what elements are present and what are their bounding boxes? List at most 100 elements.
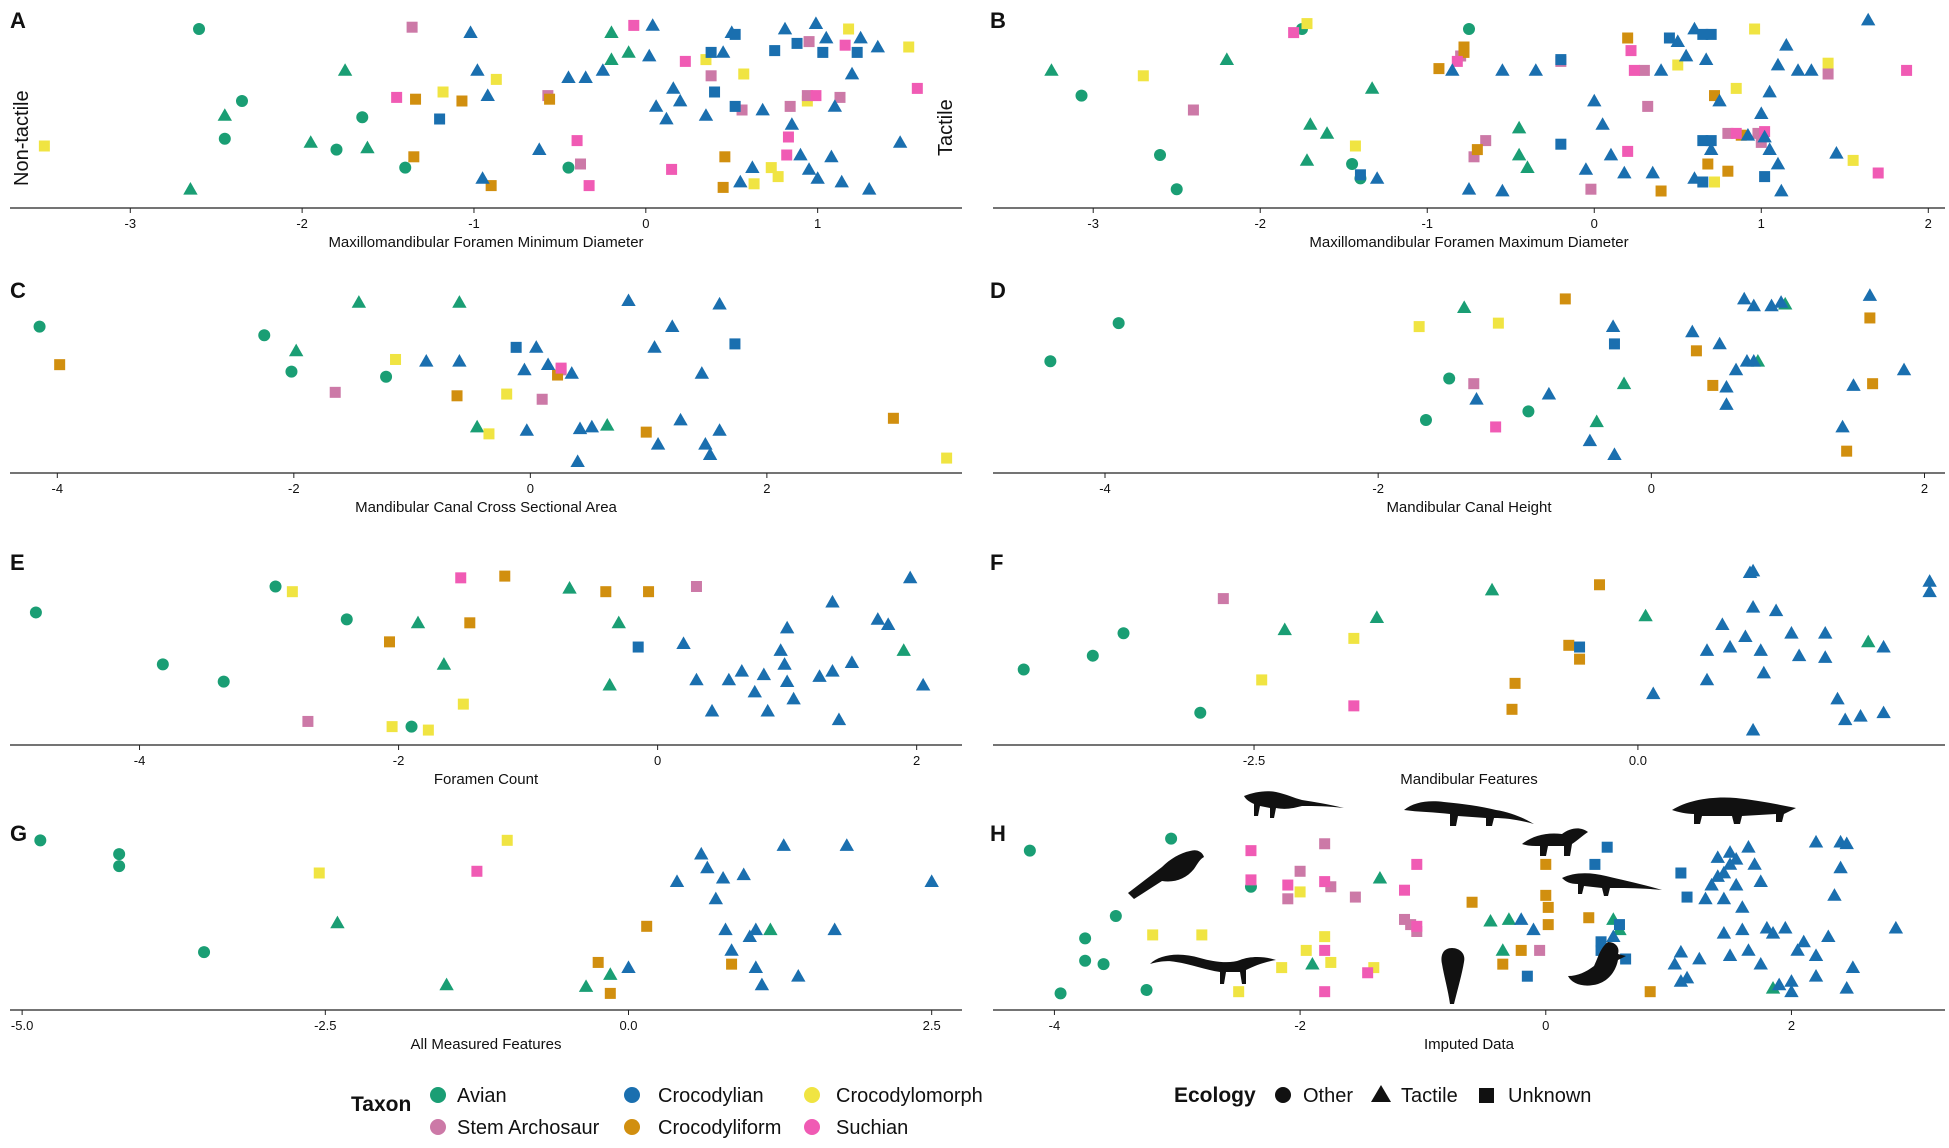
data-point [578,979,594,992]
data-point [1620,953,1632,965]
data-point [1730,82,1742,94]
panel-b: B -3 -2 -1 0 1 2 Maxillomandibular Foramen Maxi… [990,8,1945,251]
data-point [217,108,233,121]
data-point [791,37,803,49]
data-point [870,612,886,625]
data-point [1655,185,1667,197]
data-point [777,657,792,670]
data-point [924,874,939,887]
data-point [340,613,353,626]
data-point [825,664,840,677]
data-point [1722,127,1734,139]
data-point [1495,943,1510,956]
data-point [1839,981,1854,994]
legend-taxon-label: Suchian [836,1117,908,1139]
x-tick-label: 0 [1542,1018,1549,1033]
data-point [784,100,796,112]
data-point [1784,984,1799,998]
data-point [1299,153,1315,166]
data-point [672,93,688,107]
data-point [1608,338,1620,350]
panel-h: H -4 -2 0 2 Imputed Data [990,821,1945,1053]
data-point [698,108,714,121]
data-point [831,712,847,726]
data-point [773,643,788,656]
data-point [689,672,704,686]
data-point [647,340,662,353]
data-point [801,162,817,175]
data-point [113,860,126,873]
data-point [1245,845,1257,857]
data-point [1117,627,1130,640]
data-point [793,147,808,161]
data-point [1846,378,1861,391]
data-point [819,30,834,44]
data-point [1468,151,1480,163]
data-point [1833,860,1848,874]
data-point [1722,845,1738,858]
data-point [1501,912,1517,925]
data-point [853,30,868,44]
x-tick-label: -2 [288,481,300,496]
data-point [1405,919,1417,931]
data-point [1528,63,1544,76]
data-point [437,86,449,98]
data-point [1773,295,1789,308]
data-point [1411,858,1423,870]
data-point [640,426,652,438]
legend-ecology-label: Tactile [1401,1085,1458,1107]
panel-letter: H [990,821,1006,846]
data-point [1559,293,1571,305]
data-point [1079,954,1092,967]
data-point [734,664,750,677]
data-point [1818,650,1833,663]
data-point [1585,183,1597,195]
data-point [313,867,325,879]
panel-d: D -4 -2 0 2 Mandibular Canal Height [990,278,1945,516]
data-point [330,143,343,156]
data-point [604,25,619,38]
data-point [562,581,577,594]
data-point [595,63,611,76]
data-point [1369,171,1385,184]
data-point [1702,158,1714,170]
data-point [578,70,593,83]
data-point [1349,891,1361,903]
data-point [729,100,741,112]
data-point [1738,629,1753,643]
data-point [38,140,50,152]
data-point [1613,919,1625,931]
data-point [1707,379,1719,391]
data-point [1075,89,1088,102]
data-point [285,365,298,378]
data-point [1399,884,1411,896]
data-point [1749,23,1761,35]
data-point [510,341,522,353]
data-point [1922,584,1937,598]
legend-taxon-swatch [804,1119,820,1135]
data-point [198,946,211,959]
data-point [33,320,46,333]
data-point [1495,63,1510,76]
data-point [1595,117,1610,130]
data-point [439,977,454,991]
data-point [1638,608,1653,622]
data-point [1606,929,1621,943]
data-point [1678,48,1694,62]
x-tick-label: -5.0 [11,1018,33,1033]
data-point [1872,167,1884,179]
panel-letter: A [10,8,26,33]
data-point [302,715,314,727]
data-point [1044,63,1059,76]
data-point [1411,920,1423,932]
data-point [1808,948,1824,961]
data-point [810,90,822,102]
data-point [1784,626,1799,639]
data-point [1154,149,1167,161]
data-point [384,636,396,648]
data-point [464,617,476,629]
data-point [1876,705,1891,719]
data-point [1086,649,1099,662]
data-point [1830,691,1845,705]
data-point [645,18,660,31]
